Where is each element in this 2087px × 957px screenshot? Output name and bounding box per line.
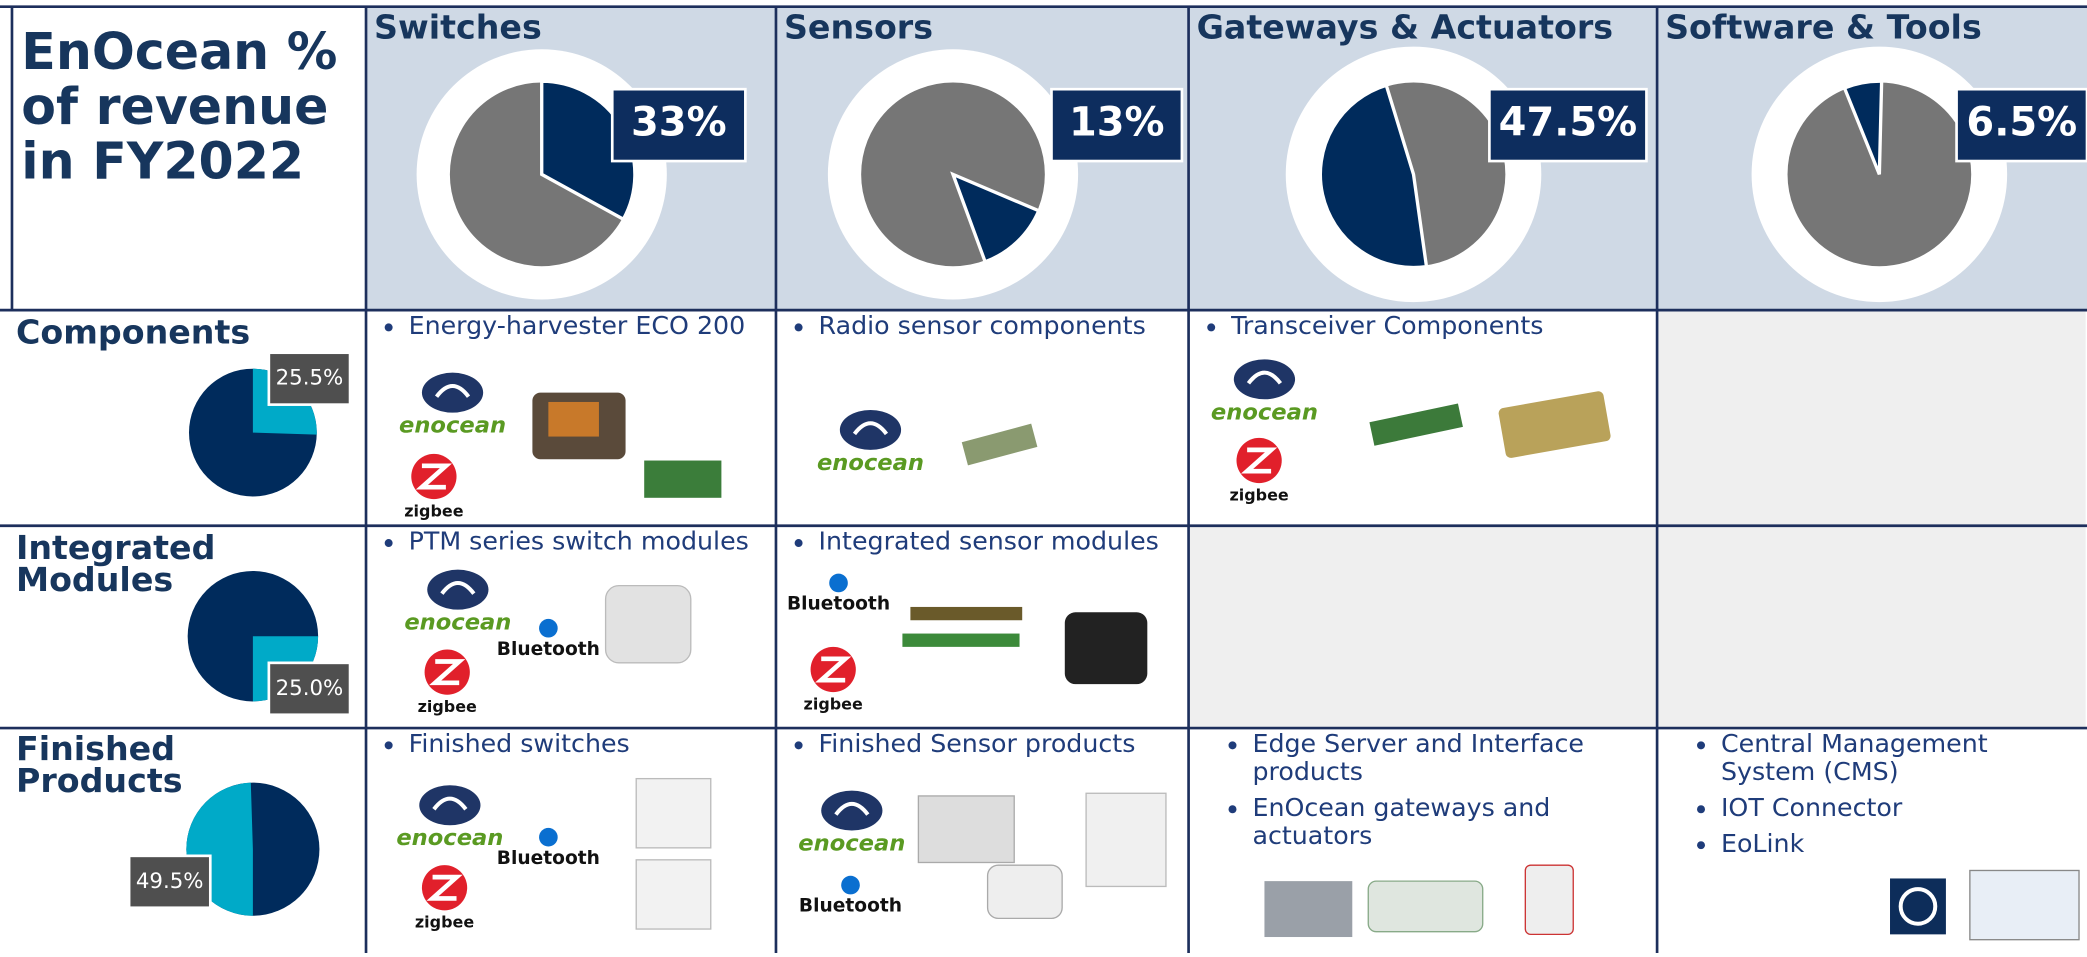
cell: Edge Server and Interface products EnOcea… — [1194, 731, 1652, 851]
column-header: Sensors — [784, 8, 933, 47]
enocean-logo — [821, 791, 882, 831]
slide-title: EnOcean % — [21, 22, 337, 81]
cell-text: Central Management System (CMS) IOT Conne… — [1662, 731, 2081, 951]
logo-text: enocean — [404, 610, 511, 636]
cell-text: Edge Server and Interface products EnOcea… — [1194, 731, 1652, 951]
column-header: Switches — [374, 8, 542, 47]
enocean-logo — [419, 785, 480, 825]
bullet: EnOcean gateways and actuators — [1252, 795, 1651, 851]
logo-text: zigbee — [415, 913, 474, 932]
bluetooth-logo — [539, 619, 558, 638]
logo-text: enocean — [1211, 399, 1318, 425]
logo-text: Bluetooth — [799, 896, 902, 917]
enocean-logo — [1234, 359, 1295, 399]
cell: Energy-harvester ECO 200 — [371, 313, 770, 341]
slide-title: in FY2022 — [21, 131, 304, 190]
column-header: Software & Tools — [1665, 8, 1982, 47]
bullet-list: Radio sensor components — [781, 313, 1183, 341]
bullet: Transceiver Components — [1231, 313, 1652, 341]
value-label: 47.5% — [1499, 100, 1637, 146]
bullet: Finished Sensor products — [819, 731, 1184, 759]
value-label: 49.5% — [136, 869, 204, 894]
logo-text: enocean — [817, 450, 924, 476]
cell: PTM series switch modules — [371, 528, 770, 556]
logo-text: zigbee — [804, 694, 863, 713]
enocean-logo — [840, 410, 901, 450]
empty-cell — [1190, 527, 1656, 727]
slide: EnOcean % of revenue in FY2022 Energy-ha… — [0, 0, 2087, 953]
empty-cell — [1658, 311, 2085, 524]
cell: Finished Sensor products — [781, 731, 1183, 759]
bullet: IOT Connector — [1721, 795, 2082, 823]
slide-title: of revenue — [21, 77, 328, 136]
empty-cell — [1658, 527, 2085, 727]
bullet: Finished switches — [409, 731, 771, 759]
bullet-list: Integrated sensor modules — [781, 528, 1183, 556]
bullet: Radio sensor components — [819, 313, 1184, 341]
bullet-list: Finished Sensor products — [781, 731, 1183, 759]
cell: Transceiver Components — [1194, 313, 1652, 341]
enocean-logo — [427, 570, 488, 610]
bullet-list: Transceiver Components — [1194, 313, 1652, 341]
bullet: PTM series switch modules — [409, 528, 771, 556]
logo-text: enocean — [399, 413, 506, 439]
bluetooth-logo — [539, 828, 558, 847]
logo-text: enocean — [396, 825, 503, 851]
enocean-logo — [422, 373, 483, 413]
cell: Integrated sensor modules — [781, 528, 1183, 556]
bullet-list: Energy-harvester ECO 200 — [371, 313, 770, 341]
logo-text: enocean — [798, 831, 905, 857]
bullet: Edge Server and Interface products — [1252, 731, 1651, 787]
bullet-list: Central Management System (CMS) IOT Conne… — [1662, 731, 2081, 859]
value-label: 6.5% — [1966, 100, 2077, 146]
row-header: Components — [16, 312, 250, 351]
logo-text: zigbee — [1229, 485, 1288, 504]
bullet-list: PTM series switch modules — [371, 528, 770, 556]
cell: Radio sensor components — [781, 313, 1183, 341]
logo-text: zigbee — [418, 697, 477, 716]
bullet: Energy-harvester ECO 200 — [409, 313, 771, 341]
bullet-list: Edge Server and Interface products EnOcea… — [1194, 731, 1652, 851]
logo-text: Bluetooth — [787, 594, 890, 615]
page: {"title": ["EnOcean %", "of revenue", "i… — [0, 0, 2087, 953]
value-label: 33% — [631, 100, 727, 146]
logo-text: Bluetooth — [497, 639, 600, 660]
logo-text: Bluetooth — [497, 848, 600, 869]
bluetooth-logo — [841, 876, 860, 895]
logo-text: zigbee — [404, 501, 463, 520]
bullet: EoLink — [1721, 831, 2082, 859]
value-label: 13% — [1069, 100, 1165, 146]
cell: Finished switches — [371, 731, 770, 759]
bullet: Central Management System (CMS) — [1721, 731, 2082, 787]
bullet: Integrated sensor modules — [819, 528, 1184, 556]
bluetooth-logo — [829, 574, 848, 593]
column-header: Gateways & Actuators — [1197, 8, 1614, 47]
cell-text: Radio sensor components — [781, 313, 1183, 523]
value-label: 25.5% — [276, 366, 344, 391]
cell: Central Management System (CMS) IOT Conne… — [1662, 731, 2081, 859]
value-label: 25.0% — [276, 676, 344, 701]
bullet-list: Finished switches — [371, 731, 770, 759]
